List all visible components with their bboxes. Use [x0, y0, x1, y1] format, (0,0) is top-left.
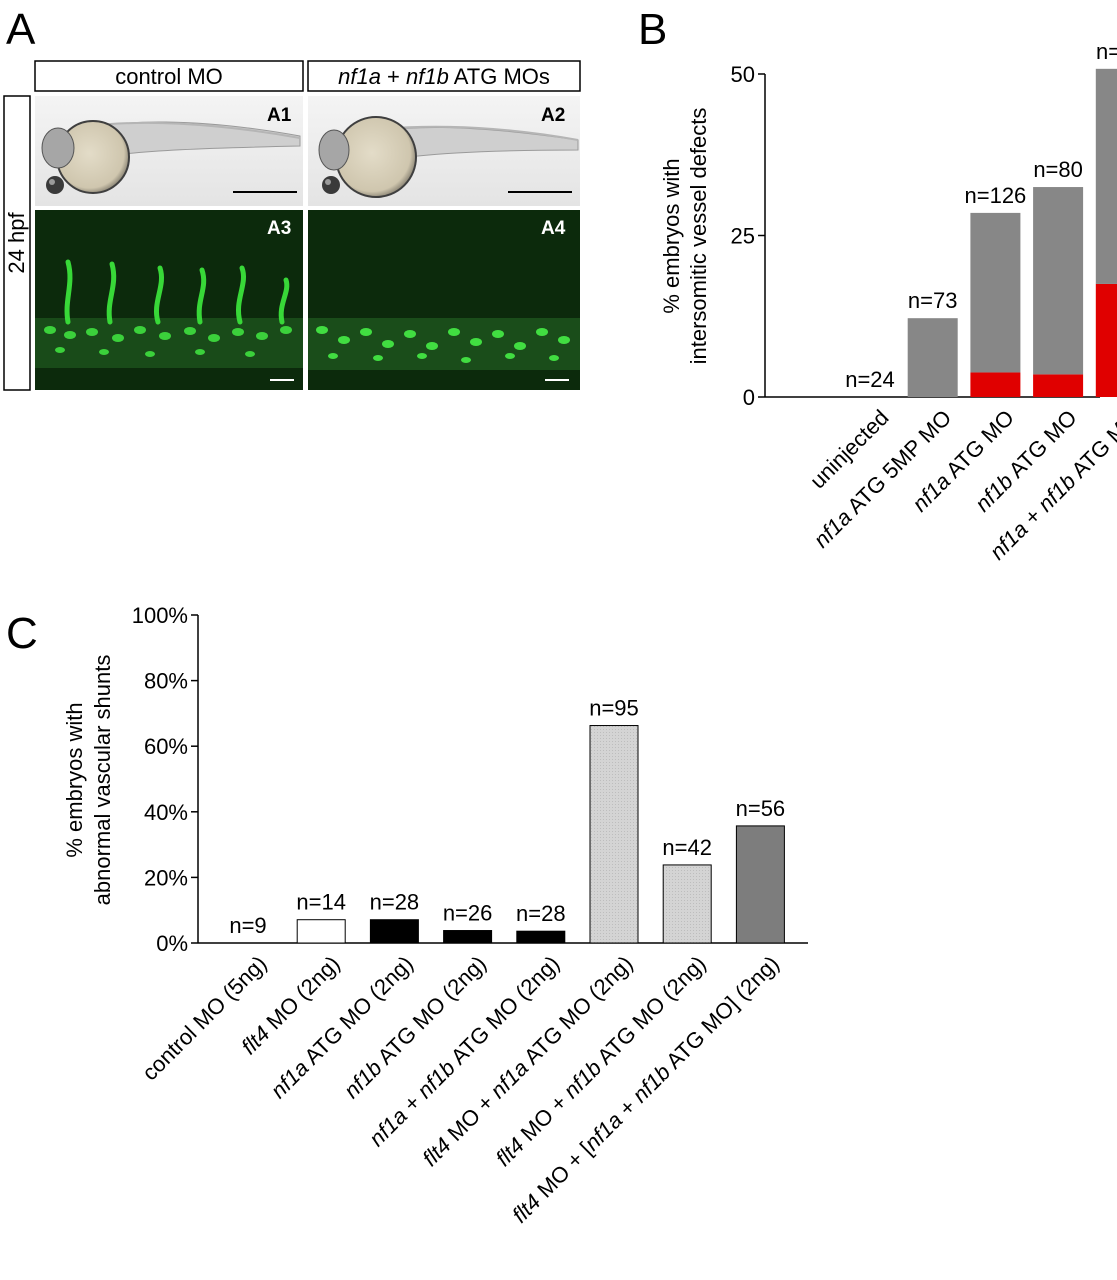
panel-b-bar-grey-segment — [907, 318, 958, 397]
header-nf1-morphants: nf1a + nf1b ATG MOs — [338, 64, 550, 89]
side-label-box — [3, 95, 31, 391]
panel-c-n-label: n=42 — [662, 835, 712, 860]
panel-b-ylabel-line2: intersomitic vessel defects — [686, 108, 711, 365]
panel-b-bar-red-segment — [1095, 283, 1117, 397]
panel-letter-a: A — [6, 5, 36, 54]
panel-c-n-label: n=56 — [736, 796, 786, 821]
panel-b-bar-grey-segment — [970, 212, 1021, 373]
panel-c-y-tick-label: 60% — [144, 734, 188, 759]
panel-c-y-tick-label: 40% — [144, 800, 188, 825]
side-label-24hpf: 24 hpf — [4, 212, 29, 274]
panel-c-bar — [516, 930, 566, 944]
panel-b-bar-grey-segment — [1033, 187, 1084, 375]
panel-c-bar — [443, 930, 493, 944]
label-a1: A1 — [267, 105, 292, 126]
panel-c-bar — [735, 825, 785, 944]
panel-c-y-tick-label: 100% — [132, 603, 188, 628]
panel-b-ylabel-line1: % embryos with — [659, 158, 684, 313]
panel-c-n-label: n=28 — [370, 890, 420, 915]
header-box-control — [34, 60, 304, 92]
image-a1 — [35, 96, 303, 206]
panel-c-y-tick-label: 0% — [156, 931, 188, 956]
panel-c-y-tick-label: 80% — [144, 669, 188, 694]
panel-letter-c: C — [6, 609, 38, 658]
panel-c-category-label: nf1a ATG MO (2ng) — [266, 951, 418, 1103]
panel-b-n-label: n=24 — [845, 367, 895, 392]
panel-b-n-label: n=80 — [1033, 157, 1083, 182]
panel-c-n-label: n=14 — [296, 890, 346, 915]
panel-c-bar — [662, 864, 712, 944]
panel-c-n-label: n=95 — [589, 696, 639, 721]
label-a2: A2 — [541, 105, 565, 126]
panel-b-n-label: n=73 — [908, 288, 958, 313]
panel-c-bar — [589, 725, 639, 944]
panel-c-ylabel-line2: abnormal vascular shunts — [90, 655, 115, 906]
panel-c-bar — [369, 919, 419, 944]
label-a4: A4 — [541, 218, 566, 239]
panel-b-y-tick-label: 25 — [731, 224, 755, 249]
image-a4 — [308, 210, 580, 390]
panel-c-y-tick-label: 20% — [144, 865, 188, 890]
panel-b-chart: B % embryos with intersomitic vessel def… — [638, 5, 1117, 565]
panel-b-bar-red-segment — [1033, 374, 1084, 397]
panel-c-category-label: flt4 MO + [nf1a + nf1b ATG MO] (2ng) — [507, 951, 784, 1228]
panel-b-n-label: n=67 — [1096, 39, 1117, 64]
panel-c-category-label: nf1b ATG MO (2ng) — [339, 951, 491, 1103]
panel-b-bar-grey-segment — [1095, 68, 1117, 284]
image-a3 — [35, 210, 303, 390]
panel-b-bar-red-segment — [970, 372, 1021, 397]
header-box-morphants — [307, 60, 581, 92]
panel-c-ylabel-line1: % embryos with — [62, 702, 87, 857]
label-a3: A3 — [267, 218, 291, 239]
panel-b-n-label: n=126 — [965, 183, 1027, 208]
panel-c-category-label: control MO (5ng) — [137, 951, 271, 1085]
panel-c-n-label: n=9 — [229, 913, 266, 938]
panel-c-n-label: n=26 — [443, 901, 493, 926]
image-a2 — [308, 96, 580, 206]
panel-c-chart: C % embryos with abnormal vascular shunt… — [6, 603, 808, 1228]
panel-b-y-tick-label: 0 — [743, 385, 755, 410]
panel-b-y-tick-label: 50 — [731, 62, 755, 87]
panel-c-n-label: n=28 — [516, 901, 566, 926]
panel-c-bar — [296, 919, 346, 944]
header-control-mo: control MO — [115, 64, 223, 89]
panel-a: A 24 hpf control MO nf1a + nf1b ATG MOs … — [3, 5, 581, 391]
panel-letter-b: B — [638, 5, 667, 54]
